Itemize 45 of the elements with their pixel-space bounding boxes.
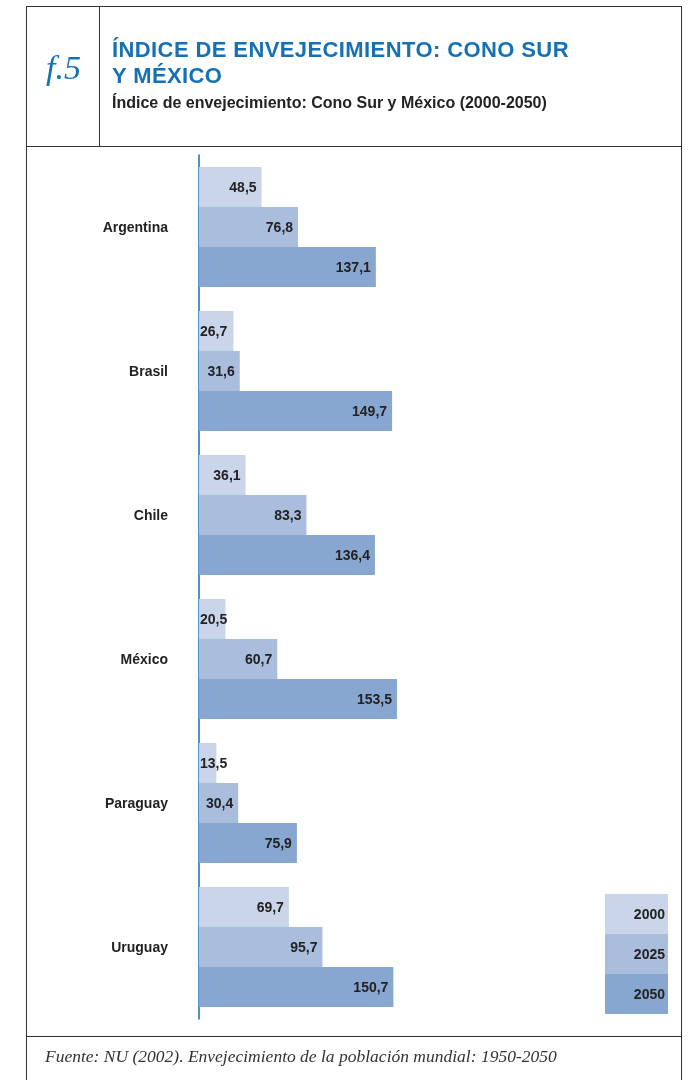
y-tick-label: Chile bbox=[133, 507, 169, 523]
bar bbox=[199, 679, 397, 719]
data-label: 30,4 bbox=[205, 795, 234, 811]
data-label: 76,8 bbox=[265, 219, 294, 235]
data-label: 20,5 bbox=[200, 611, 228, 627]
bar bbox=[199, 823, 297, 863]
bar bbox=[199, 495, 307, 535]
data-label: 48,5 bbox=[229, 179, 257, 195]
source-note: Fuente: NU (2002). Envejecimiento de la población mundial: 1950-2050 bbox=[45, 1045, 557, 1067]
chart-subtitle: Índice de envejecimiento: Cono Sur y México (2000-2050) bbox=[112, 93, 547, 113]
bar bbox=[199, 639, 278, 679]
bar bbox=[199, 887, 289, 927]
data-label: 136,4 bbox=[334, 547, 371, 563]
data-label: 137,1 bbox=[335, 259, 372, 275]
data-label: 13,5 bbox=[200, 755, 228, 771]
y-tick-label: Brasil bbox=[129, 363, 168, 379]
data-label: 26,7 bbox=[200, 323, 228, 339]
data-label: 36,1 bbox=[213, 467, 241, 483]
data-label: 60,7 bbox=[245, 651, 273, 667]
text: f.5 bbox=[46, 48, 81, 88]
bar bbox=[199, 207, 299, 247]
y-tick-label: México bbox=[120, 651, 168, 667]
data-label: 95,7 bbox=[290, 939, 318, 955]
y-tick-label: Argentina bbox=[102, 219, 169, 235]
data-label: 150,7 bbox=[353, 979, 389, 995]
text: 2050 bbox=[633, 986, 666, 1002]
y-tick-label: Uruguay bbox=[111, 939, 169, 955]
data-label: 149,7 bbox=[352, 403, 388, 419]
data-label: 75,9 bbox=[264, 835, 293, 851]
text: 2000 bbox=[633, 906, 666, 922]
bar bbox=[199, 167, 262, 207]
chart-title: ÍNDICE DE ENVEJECIMIENTO: CONO SUR Y MÉXICO bbox=[112, 37, 570, 89]
y-tick-label: Paraguay bbox=[104, 795, 169, 811]
data-label: 83,3 bbox=[274, 507, 302, 523]
bar bbox=[199, 247, 376, 287]
data-label: 153,5 bbox=[356, 691, 393, 707]
data-label: 69,7 bbox=[256, 899, 285, 915]
text: 2025 bbox=[633, 946, 666, 962]
bar bbox=[199, 535, 375, 575]
bar bbox=[199, 967, 394, 1007]
bar bbox=[199, 455, 246, 495]
bar bbox=[199, 351, 240, 391]
data-label: 31,6 bbox=[207, 363, 235, 379]
bar bbox=[199, 927, 323, 967]
bar bbox=[199, 391, 393, 431]
